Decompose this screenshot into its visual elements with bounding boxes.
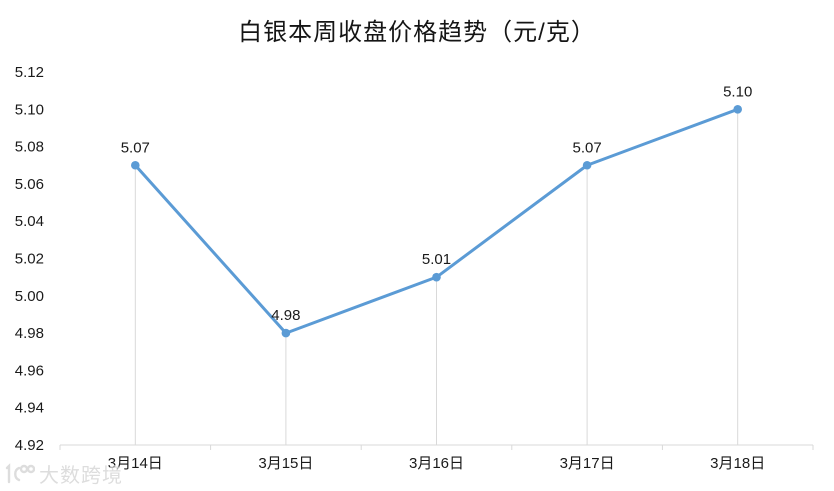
x-axis-category-label: 3月16日 (409, 455, 464, 472)
y-axis-tick-label: 5.12 (15, 64, 44, 81)
y-axis-tick-label: 5.06 (15, 176, 44, 193)
x-axis-category-label: 3月17日 (560, 455, 615, 472)
y-axis-tick-label: 5.02 (15, 251, 44, 268)
data-point-label: 5.07 (572, 139, 601, 156)
x-axis-category-label: 3月14日 (108, 455, 163, 472)
x-axis-category-label: 3月18日 (710, 455, 765, 472)
y-axis-tick-label: 4.94 (15, 400, 44, 417)
data-point-label: 5.07 (121, 139, 150, 156)
data-point-marker (281, 328, 291, 338)
y-axis-tick-label: 5.10 (15, 101, 44, 118)
y-axis-tick-label: 5.08 (15, 139, 44, 156)
chart-title: 白银本周收盘价格趋势（元/克） (238, 19, 596, 46)
y-axis-tick-label: 4.96 (15, 362, 44, 379)
x-axis-category-label: 3月15日 (258, 455, 313, 472)
data-point-label: 5.10 (723, 83, 752, 100)
data-point-label: 4.98 (271, 307, 300, 324)
y-axis-tick-label: 4.92 (15, 437, 44, 454)
data-point-marker (733, 105, 742, 114)
y-axis-tick-label: 5.04 (15, 213, 44, 230)
data-point-marker (432, 272, 441, 282)
data-point-label: 5.01 (422, 251, 451, 268)
y-axis-tick-label: 4.98 (15, 325, 44, 342)
y-axis-tick-label: 5.00 (15, 288, 44, 305)
data-point-marker (582, 160, 592, 170)
data-point-marker (131, 160, 140, 170)
